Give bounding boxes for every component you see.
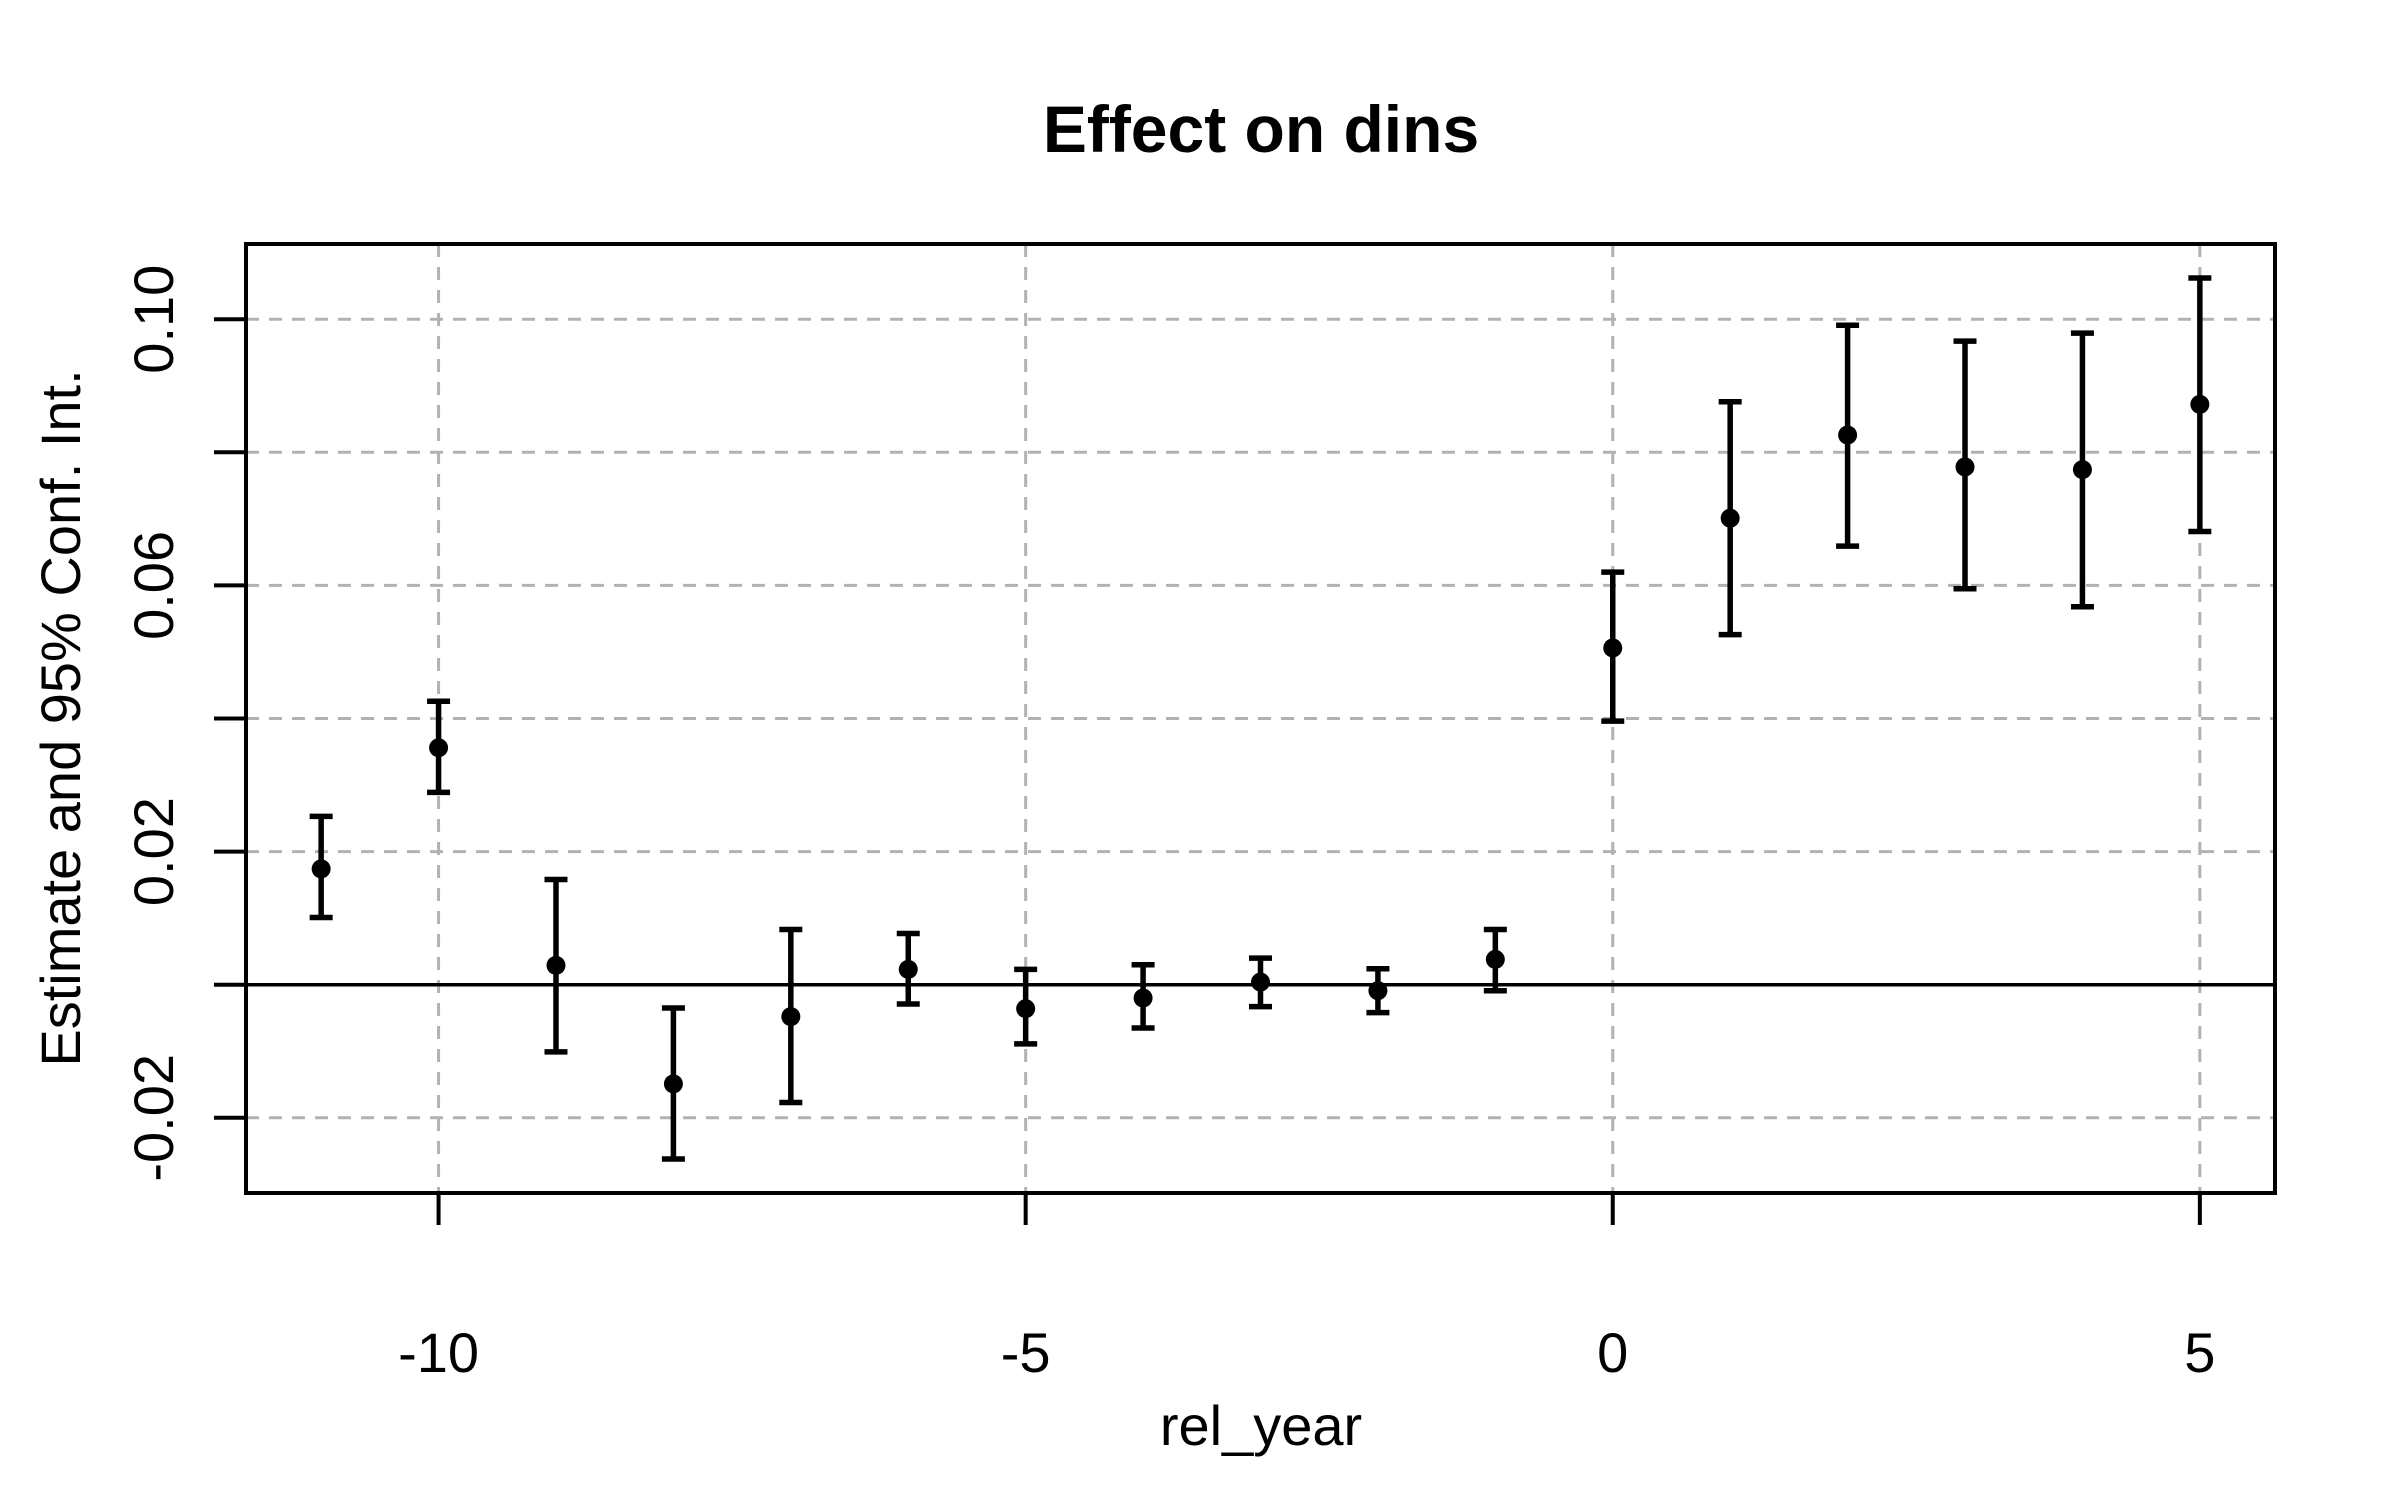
error-bar-point	[2070, 330, 2094, 610]
error-bar-point	[1249, 955, 1272, 1010]
error-bar-point	[1366, 965, 1390, 1016]
estimate-dot	[1720, 508, 1740, 528]
error-bar-point	[896, 930, 920, 1007]
estimate-dot	[2072, 460, 2092, 480]
estimate-dot	[1133, 988, 1153, 1008]
error-bar-point	[2188, 275, 2212, 535]
tick-labels-layer: -10 -5 0 5 -0.02 0.02 0.06 0.10	[122, 265, 2216, 1384]
y-tick-label: 0.02	[122, 797, 185, 906]
x-tick-label: -5	[1001, 1321, 1051, 1384]
x-axis-label: rel_year	[1160, 1394, 1362, 1457]
estimate-dot	[1368, 981, 1388, 1001]
error-bar-point	[1601, 569, 1625, 724]
y-tick-label: 0.06	[122, 531, 185, 640]
estimate-dot	[1016, 999, 1036, 1019]
x-tick-label: 5	[2184, 1321, 2215, 1384]
estimate-dot	[1485, 949, 1505, 969]
error-bar-point	[427, 698, 451, 796]
error-bar-point	[1836, 322, 1860, 549]
estimate-dot	[311, 859, 331, 879]
error-bar-point	[1014, 966, 1038, 1047]
estimate-dot	[663, 1074, 683, 1094]
x-tick-label: 0	[1597, 1321, 1628, 1384]
estimate-dot	[1955, 457, 1975, 477]
estimate-dot	[1838, 425, 1858, 445]
y-tick-label: -0.02	[122, 1054, 185, 1182]
plot-title: Effect on dins	[1043, 92, 1479, 166]
error-bar-point	[309, 813, 333, 921]
estimate-dot	[1251, 972, 1270, 992]
estimate-dot	[546, 955, 566, 975]
data-points-layer	[309, 275, 2212, 1162]
error-bar-point	[544, 876, 568, 1055]
axis-ticks-layer	[214, 317, 2202, 1225]
x-tick-label: -10	[398, 1321, 479, 1384]
error-bar-point	[1483, 926, 1507, 994]
error-bar-point	[1718, 398, 1742, 638]
error-bar-point	[779, 926, 803, 1106]
y-axis-label: Estimate and 95% Conf. Int.	[29, 369, 92, 1066]
estimate-dot	[781, 1007, 801, 1027]
estimate-dot	[898, 959, 918, 979]
error-bar-point	[1953, 338, 1977, 592]
estimate-dot	[429, 738, 449, 758]
estimate-dot	[1603, 638, 1623, 658]
error-bar-point	[661, 1005, 685, 1162]
estimate-dot	[2190, 394, 2210, 414]
error-bar-point	[1131, 961, 1155, 1031]
y-tick-label: 0.10	[122, 265, 185, 374]
